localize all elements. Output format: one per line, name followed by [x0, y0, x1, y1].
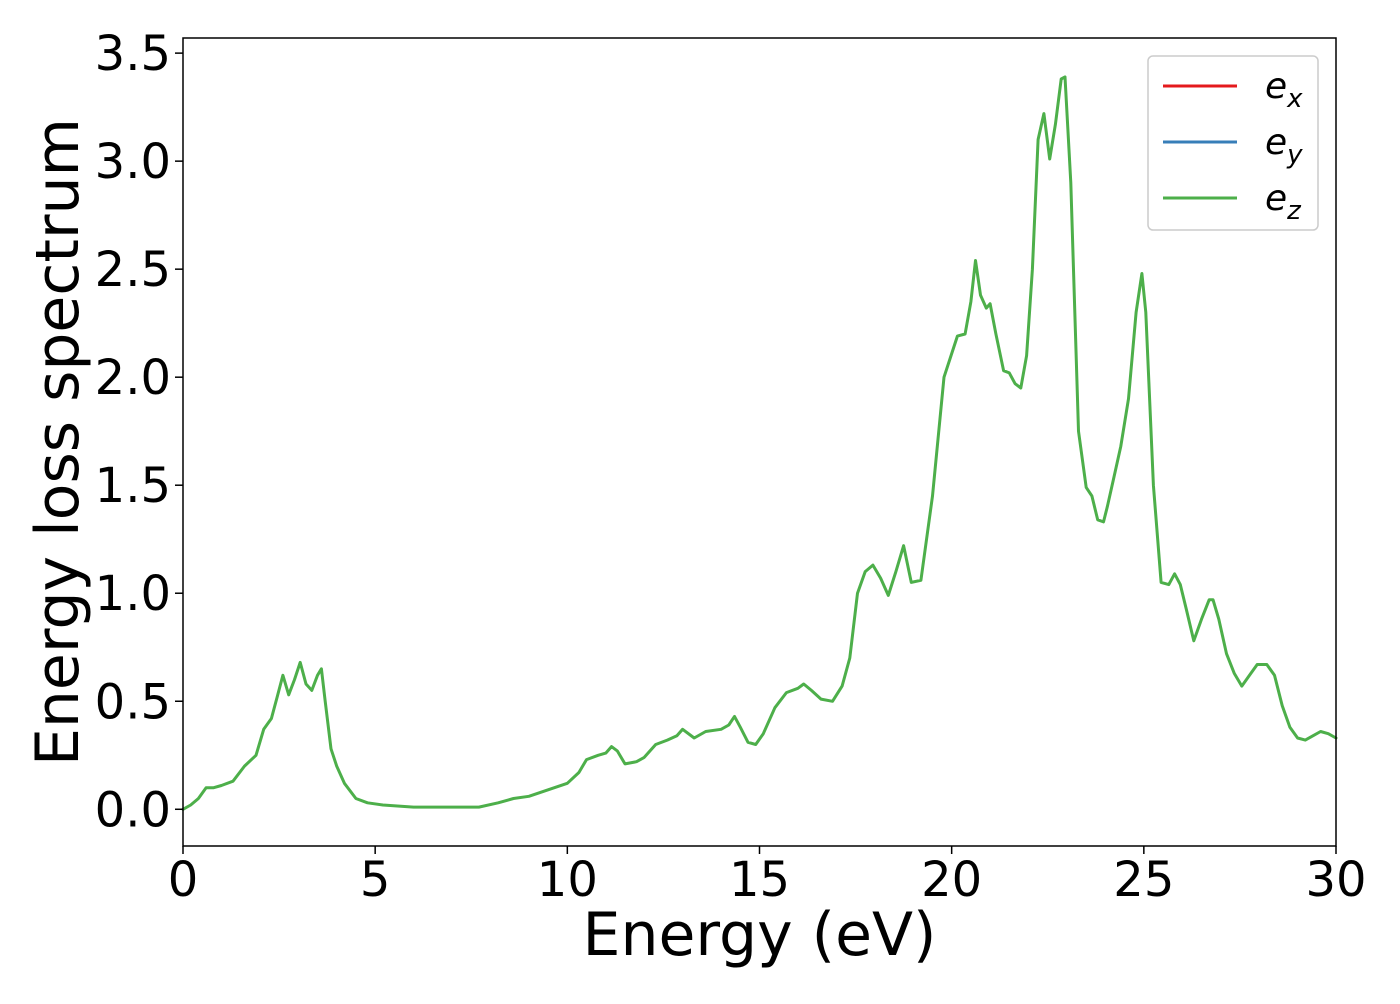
- y-tick-label: 0.5: [95, 674, 171, 730]
- y-tick-label: 1.0: [95, 566, 171, 622]
- y-tick-label: 3.5: [95, 26, 171, 82]
- x-tick-label: 15: [729, 852, 790, 908]
- y-tick-label: 2.0: [95, 350, 171, 406]
- x-tick-label: 10: [537, 852, 598, 908]
- x-axis-label: Energy (eV): [583, 900, 937, 970]
- x-tick-label: 30: [1305, 852, 1366, 908]
- x-tick-label: 5: [360, 852, 391, 908]
- x-tick-label: 25: [1113, 852, 1174, 908]
- y-axis-ticks: 0.0 0.5 1.0 1.5 2.0 2.5 3.0 3.5: [95, 26, 183, 838]
- series-layer: [181, 75, 1338, 811]
- y-tick-label: 0.0: [95, 782, 171, 838]
- series-line-0: [181, 75, 1338, 811]
- y-tick-label: 2.5: [95, 242, 171, 298]
- x-axis-ticks: 0 5 10 15 20 25 30: [168, 846, 1367, 908]
- y-tick-label: 1.5: [95, 458, 171, 514]
- x-tick-label: 20: [921, 852, 982, 908]
- y-tick-label: 3.0: [95, 134, 171, 190]
- y-axis-label: Energy loss spectrum: [23, 118, 93, 766]
- x-tick-label: 0: [168, 852, 199, 908]
